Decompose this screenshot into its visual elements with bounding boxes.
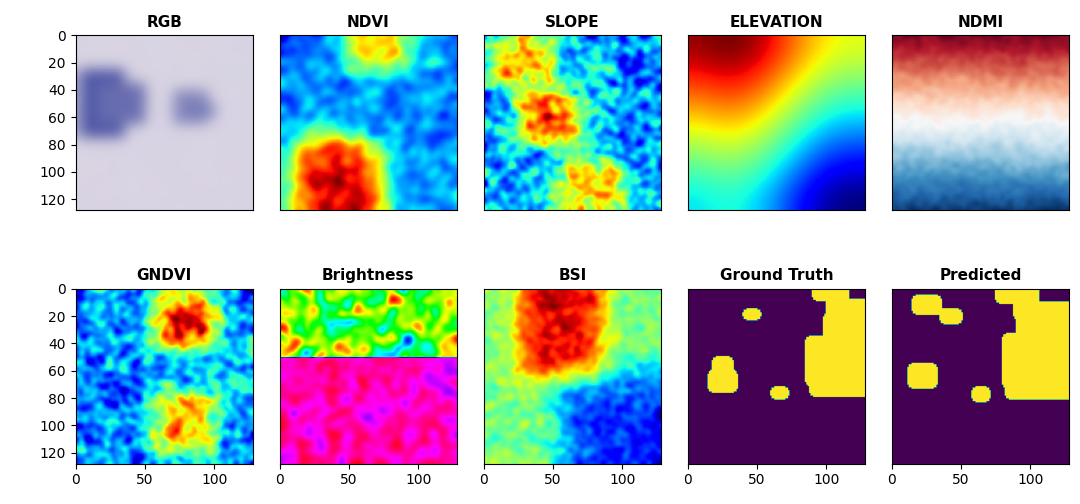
Title: Predicted: Predicted: [940, 269, 1022, 283]
Title: Brightness: Brightness: [322, 269, 415, 283]
Title: RGB: RGB: [147, 15, 183, 30]
Title: BSI: BSI: [558, 269, 586, 283]
Title: GNDVI: GNDVI: [137, 269, 192, 283]
Title: NDVI: NDVI: [347, 15, 390, 30]
Title: Ground Truth: Ground Truth: [719, 269, 834, 283]
Title: NDMI: NDMI: [958, 15, 1003, 30]
Title: SLOPE: SLOPE: [545, 15, 599, 30]
Title: ELEVATION: ELEVATION: [730, 15, 823, 30]
